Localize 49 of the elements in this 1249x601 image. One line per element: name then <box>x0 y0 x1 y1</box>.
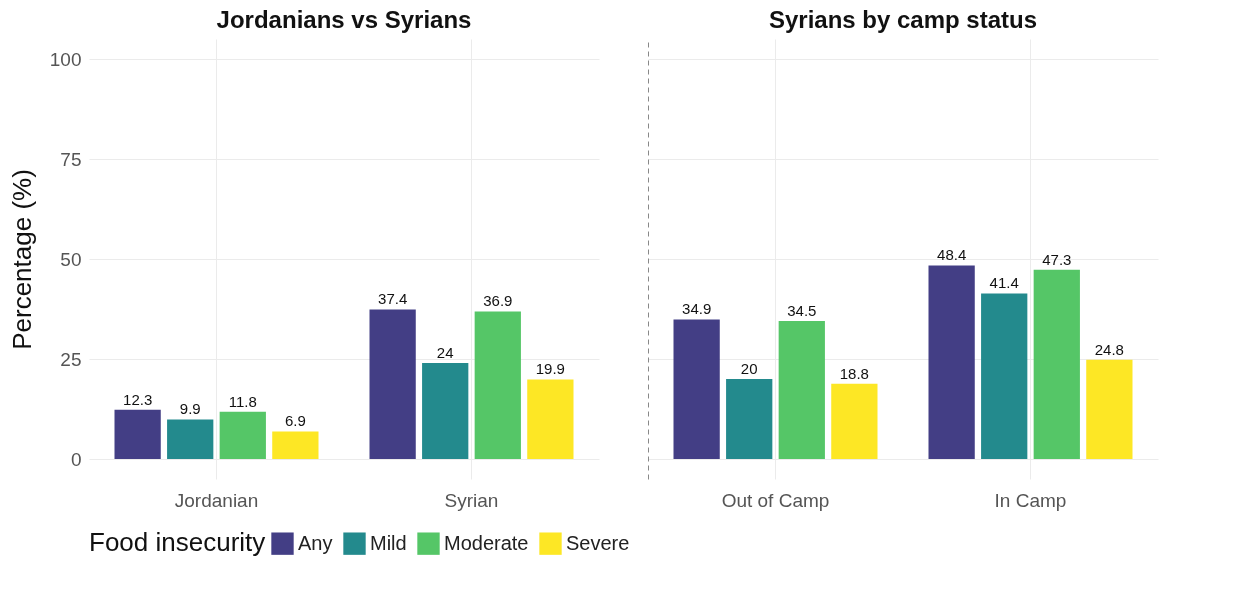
legend-label: Moderate <box>444 531 529 554</box>
x-tick-label: In Camp <box>994 489 1067 511</box>
data-label: 24.8 <box>1094 340 1124 358</box>
data-label: 18.8 <box>839 364 869 382</box>
data-label: 12.3 <box>123 390 153 408</box>
bar <box>114 409 161 459</box>
data-label: 19.9 <box>535 360 565 378</box>
legend-label: Severe <box>566 531 630 554</box>
legend-label: Any <box>298 531 333 554</box>
y-tick-label: 0 <box>70 448 82 470</box>
bar <box>1033 269 1080 459</box>
data-label: 47.3 <box>1042 250 1072 268</box>
y-axis-title: Percentage (%) <box>6 169 37 350</box>
y-tick-label: 100 <box>49 48 82 70</box>
x-tick-label: Out of Camp <box>721 489 830 511</box>
data-label: 6.9 <box>284 412 306 430</box>
bar <box>778 321 825 459</box>
chart-title: Jordanians vs Syrians <box>216 6 472 33</box>
bar <box>527 379 574 459</box>
data-label: 11.8 <box>228 392 257 410</box>
data-label: 9.9 <box>179 400 201 418</box>
bar <box>369 309 416 459</box>
bar <box>474 311 521 459</box>
data-label: 34.5 <box>787 302 817 319</box>
bar <box>219 411 266 459</box>
x-tick-label: Jordanian <box>174 489 259 511</box>
bar <box>726 379 773 459</box>
data-label: 34.9 <box>682 300 712 318</box>
x-tick-label: Syrian <box>444 489 499 511</box>
bar <box>981 293 1028 459</box>
bar <box>1086 359 1133 459</box>
legend-title: Food insecurity <box>89 527 266 557</box>
data-label: 37.4 <box>378 290 408 308</box>
legend-label: Mild <box>370 531 407 554</box>
y-tick-label: 50 <box>60 248 82 270</box>
data-label: 24 <box>436 344 454 361</box>
bar <box>831 383 878 459</box>
y-tick-label: 25 <box>60 348 82 370</box>
bar <box>673 319 720 459</box>
bar <box>272 431 319 459</box>
bar <box>422 363 469 459</box>
bar <box>928 265 975 459</box>
data-label: 41.4 <box>989 274 1019 292</box>
chart-title: Syrians by camp status <box>768 6 1038 33</box>
bar <box>167 419 214 459</box>
data-label: 20 <box>740 360 758 377</box>
data-label: 36.9 <box>483 292 513 310</box>
y-tick-label: 75 <box>60 148 82 170</box>
data-label: 48.4 <box>937 246 967 264</box>
